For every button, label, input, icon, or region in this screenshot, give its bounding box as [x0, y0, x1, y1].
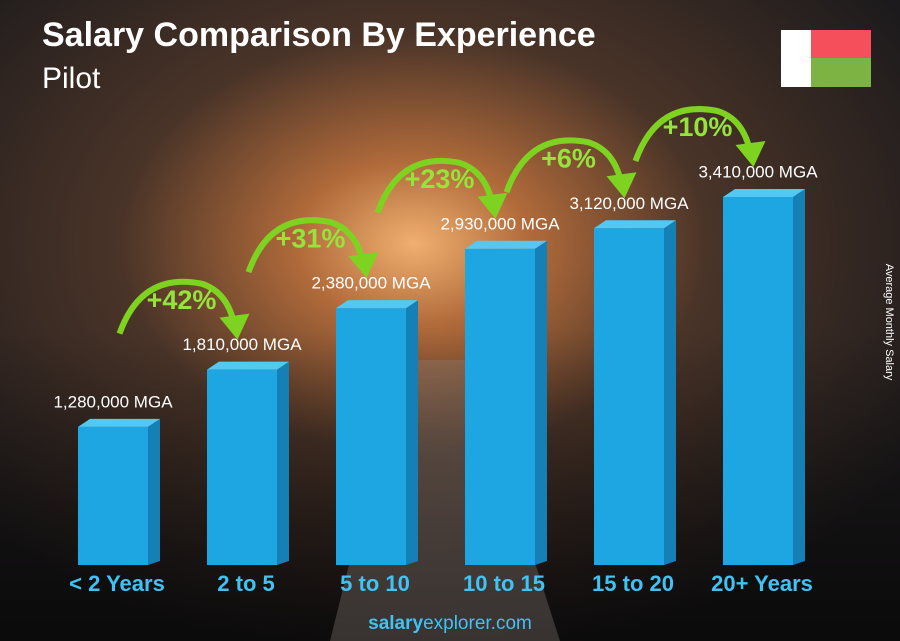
- growth-arrow: +31%: [245, 217, 379, 279]
- bar: [207, 361, 289, 565]
- bar-side: [664, 220, 676, 565]
- growth-arc: [116, 278, 237, 335]
- growth-arrowhead: [219, 313, 250, 340]
- growth-arc: [503, 137, 624, 194]
- x-tick-label: 5 to 10: [340, 571, 410, 596]
- growth-label: +6%: [541, 143, 596, 173]
- growth-label: +42%: [147, 285, 217, 315]
- growth-label: +31%: [276, 223, 346, 253]
- value-label: 2,930,000 MGA: [440, 214, 560, 233]
- growth-arrow: +6%: [503, 137, 637, 199]
- value-label: 2,380,000 MGA: [311, 274, 431, 293]
- value-label: 3,410,000 MGA: [698, 162, 818, 181]
- growth-arrow: +42%: [116, 278, 250, 340]
- growth-arc: [632, 106, 753, 163]
- x-tick-label: 10 to 15: [463, 571, 545, 596]
- bar: [594, 220, 676, 565]
- bar-front: [465, 248, 535, 565]
- bar: [336, 300, 418, 565]
- x-tick-label: < 2 Years: [69, 571, 165, 596]
- bar-front: [336, 308, 406, 565]
- growth-arrowhead: [606, 172, 637, 199]
- bar-top: [336, 300, 418, 309]
- footer-brand: salary: [368, 613, 423, 634]
- bar-front: [723, 197, 793, 565]
- bar-top: [465, 240, 547, 249]
- bar-side: [793, 189, 805, 565]
- bar-top: [207, 361, 289, 370]
- x-tick-label: 20+ Years: [711, 571, 813, 596]
- growth-label: +10%: [663, 112, 733, 142]
- growth-arrowhead: [477, 192, 508, 219]
- growth-arrow: +10%: [632, 106, 766, 167]
- bar-side: [277, 361, 289, 565]
- x-tick-label: 2 to 5: [217, 571, 274, 596]
- growth-arc: [374, 157, 495, 214]
- footer-site: explorer.com: [423, 613, 532, 634]
- bar: [723, 189, 805, 565]
- bar-top: [594, 220, 676, 229]
- flag: [781, 30, 871, 87]
- y-axis-label: Average Monthly Salary: [883, 264, 895, 381]
- bar: [465, 240, 547, 565]
- bar-front: [78, 426, 148, 565]
- growth-label: +23%: [405, 164, 475, 194]
- bar-side: [535, 240, 547, 565]
- footer: salaryexplorer.com: [368, 613, 532, 634]
- value-label: 3,120,000 MGA: [569, 194, 689, 213]
- growth-arc: [245, 217, 366, 274]
- value-label: 1,810,000 MGA: [182, 335, 302, 354]
- growth-arrowhead: [348, 252, 379, 279]
- chart-subtitle: Pilot: [42, 62, 101, 95]
- growth-arrow: +23%: [374, 157, 508, 219]
- bar-side: [406, 300, 418, 565]
- growth-arrowhead: [735, 141, 766, 167]
- bar-side: [148, 418, 160, 565]
- bar: [78, 418, 160, 565]
- chart-title: Salary Comparison By Experience: [42, 16, 596, 54]
- bar-top: [78, 418, 160, 427]
- value-label: 1,280,000 MGA: [53, 392, 173, 411]
- bar-front: [594, 228, 664, 565]
- bar-top: [723, 189, 805, 197]
- bar-front: [207, 369, 277, 565]
- x-tick-label: 15 to 20: [592, 571, 674, 596]
